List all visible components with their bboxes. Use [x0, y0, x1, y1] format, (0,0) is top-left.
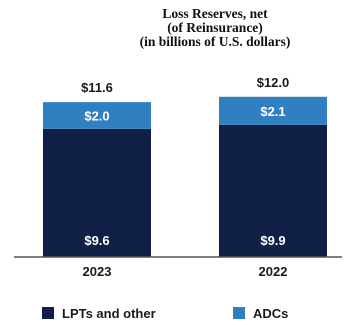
bar-2023-adcs	[43, 102, 151, 129]
data-label-2022-lpts-and-other: $9.9	[260, 233, 285, 248]
total-label-2022: $12.0	[257, 75, 290, 90]
x-axis-ticks: 2023 2022	[83, 264, 288, 279]
legend-swatch-adcs	[233, 307, 245, 319]
data-label-2022-adcs: $2.1	[260, 104, 285, 119]
legend-swatch-lpts-and-other	[42, 307, 54, 319]
bar-2023-lpts-and-other	[43, 128, 151, 257]
legend-label-adcs: ADCs	[253, 306, 288, 321]
title-line-1: Loss Reserves, net	[162, 6, 268, 21]
bars: $9.6 $2.0 $11.6 $9.9 $2.1 $12.0	[43, 75, 327, 258]
x-tick-label-2023: 2023	[83, 264, 112, 279]
x-tick-label-2022: 2022	[259, 264, 288, 279]
title-line-3: (in billions of U.S. dollars)	[140, 34, 291, 49]
data-label-2023-lpts-and-other: $9.6	[84, 233, 109, 248]
legend: LPTs and other ADCs	[42, 306, 288, 321]
data-label-2023-adcs: $2.0	[84, 108, 109, 123]
legend-label-lpts-and-other: LPTs and other	[62, 306, 156, 321]
bar-2022-adcs	[219, 96, 327, 125]
chart-title: Loss Reserves, net(of Reinsurance)(in bi…	[140, 6, 291, 49]
total-label-2023: $11.6	[81, 80, 113, 95]
bar-2022-lpts-and-other	[219, 124, 327, 258]
title-line-2: (of Reinsurance)	[167, 20, 263, 35]
